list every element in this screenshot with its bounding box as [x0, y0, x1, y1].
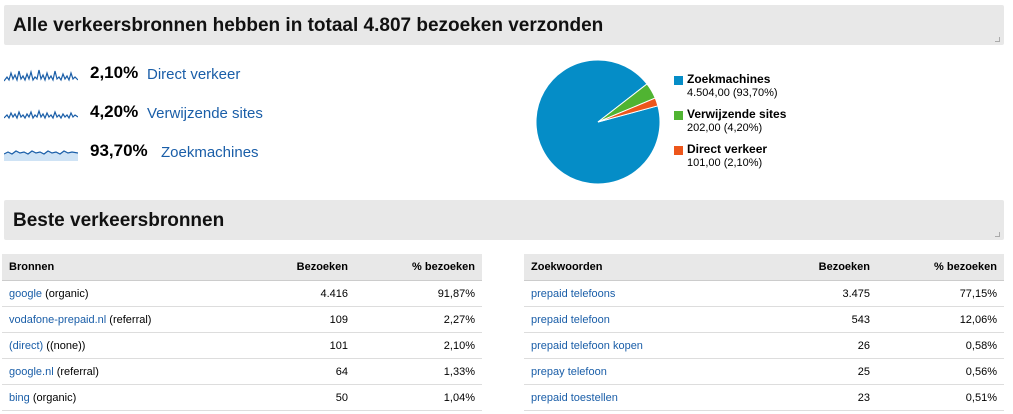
resize-corner-icon	[995, 37, 1000, 42]
keyword-cell: prepaid toestellen	[524, 384, 753, 411]
table-header-row: Zoekwoorden Bezoeken % bezoeken	[524, 254, 1004, 281]
pct-cell: 77,15%	[877, 280, 1004, 307]
pct-cell: 0,56%	[877, 358, 1004, 385]
pct-cell: 2,27%	[355, 306, 482, 333]
table-row: prepay telefoon 25 0,56%	[524, 358, 1004, 385]
legend-name-direct: Direct verkeer	[687, 142, 768, 156]
legend-name-search: Zoekmachines	[687, 72, 771, 86]
sources-table: Bronnen Bezoeken % bezoeken google (orga…	[2, 254, 482, 411]
source-cell: vodafone-prepaid.nl (referral)	[2, 306, 231, 333]
table-row: (direct) ((none)) 101 2,10%	[2, 332, 482, 359]
visits-cell: 23	[753, 384, 877, 411]
source-link[interactable]: google	[9, 287, 43, 300]
table-row: google.nl (referral) 64 1,33%	[2, 358, 482, 385]
sparkline-referral-icon	[4, 109, 78, 120]
sparkline-search-icon	[4, 150, 78, 161]
table-row: bing (organic) 50 1,04%	[2, 384, 482, 411]
col-header-bronnen[interactable]: Bronnen	[2, 254, 231, 281]
col-header-pct[interactable]: % bezoeken	[355, 254, 482, 281]
source-link[interactable]: vodafone-prepaid.nl	[9, 313, 107, 326]
source-link[interactable]: bing	[9, 391, 30, 404]
source-medium: (organic)	[42, 287, 89, 300]
visits-cell: 543	[753, 306, 877, 333]
table-row: prepaid telefoon 543 12,06%	[524, 306, 1004, 333]
table-row: prepaid telefoon kopen 26 0,58%	[524, 332, 1004, 359]
col-header-bezoeken[interactable]: Bezoeken	[753, 254, 877, 281]
keyword-link[interactable]: prepaid telefoons	[531, 287, 616, 300]
table-row: prepaid telefoons 3.475 77,15%	[524, 280, 1004, 307]
legend-swatch-referral	[674, 111, 683, 120]
legend-value-referral: 202,00 (4,20%)	[687, 122, 763, 134]
keyword-link[interactable]: prepaid telefoon kopen	[531, 339, 643, 352]
keyword-cell: prepaid telefoons	[524, 280, 753, 307]
source-cell: google (organic)	[2, 280, 231, 307]
source-cell: (direct) ((none))	[2, 332, 231, 359]
summary-title: Alle verkeersbronnen hebben in totaal 4.…	[13, 15, 604, 36]
keyword-link[interactable]: prepaid toestellen	[531, 391, 618, 404]
source-medium: (referral)	[53, 365, 99, 378]
visits-cell: 50	[231, 384, 355, 411]
table-row: vodafone-prepaid.nl (referral) 109 2,27%	[2, 306, 482, 333]
visits-cell: 4.416	[231, 280, 355, 307]
source-cell: google.nl (referral)	[2, 358, 231, 385]
source-link[interactable]: google.nl	[9, 365, 54, 378]
table-row: prepaid toestellen 23 0,51%	[524, 384, 1004, 411]
top-sources-header: Beste verkeersbronnen	[4, 200, 1004, 240]
source-search-pct: 93,70%	[90, 141, 148, 160]
pct-cell: 2,10%	[355, 332, 482, 359]
top-sources-title: Beste verkeersbronnen	[13, 210, 225, 231]
col-header-zoekwoorden[interactable]: Zoekwoorden	[524, 254, 753, 281]
summary-header: Alle verkeersbronnen hebben in totaal 4.…	[4, 5, 1004, 45]
col-header-bezoeken[interactable]: Bezoeken	[231, 254, 355, 281]
resize-corner-icon	[995, 232, 1000, 237]
traffic-pie-chart[interactable]	[533, 57, 663, 187]
source-search-link[interactable]: Zoekmachines	[161, 144, 259, 161]
keyword-link[interactable]: prepay telefoon	[531, 365, 607, 378]
legend-swatch-search	[674, 76, 683, 85]
keyword-cell: prepaid telefoon	[524, 306, 753, 333]
pie-slice-direct-verkeer[interactable]	[597, 97, 659, 123]
visits-cell: 26	[753, 332, 877, 359]
visits-cell: 25	[753, 358, 877, 385]
pct-cell: 1,33%	[355, 358, 482, 385]
table-row: google (organic) 4.416 91,87%	[2, 280, 482, 307]
pct-cell: 0,51%	[877, 384, 1004, 411]
source-referral-pct: 4,20%	[90, 102, 139, 121]
legend-value-direct: 101,00 (2,10%)	[687, 157, 763, 169]
visits-cell: 3.475	[753, 280, 877, 307]
source-cell: bing (organic)	[2, 384, 231, 411]
visits-cell: 109	[231, 306, 355, 333]
visits-cell: 101	[231, 332, 355, 359]
source-referral-link[interactable]: Verwijzende sites	[147, 105, 263, 122]
pct-cell: 91,87%	[355, 280, 482, 307]
source-direct-link[interactable]: Direct verkeer	[147, 66, 241, 83]
pct-cell: 1,04%	[355, 384, 482, 411]
source-link[interactable]: (direct)	[9, 339, 44, 352]
source-medium: (referral)	[106, 313, 152, 326]
table-header-row: Bronnen Bezoeken % bezoeken	[2, 254, 482, 281]
keyword-link[interactable]: prepaid telefoon	[531, 313, 610, 326]
legend-name-referral: Verwijzende sites	[687, 107, 787, 121]
pct-cell: 0,58%	[877, 332, 1004, 359]
source-medium: ((none))	[43, 339, 86, 352]
legend-swatch-direct	[674, 146, 683, 155]
source-direct-pct: 2,10%	[90, 63, 139, 82]
legend-value-search: 4.504,00 (93,70%)	[687, 87, 778, 99]
pct-cell: 12,06%	[877, 306, 1004, 333]
keyword-cell: prepaid telefoon kopen	[524, 332, 753, 359]
col-header-pct[interactable]: % bezoeken	[877, 254, 1004, 281]
source-medium: (organic)	[29, 391, 77, 404]
visits-cell: 64	[231, 358, 355, 385]
sparkline-direct-icon	[4, 69, 78, 83]
keywords-table: Zoekwoorden Bezoeken % bezoeken prepaid …	[524, 254, 1004, 411]
keyword-cell: prepay telefoon	[524, 358, 753, 385]
